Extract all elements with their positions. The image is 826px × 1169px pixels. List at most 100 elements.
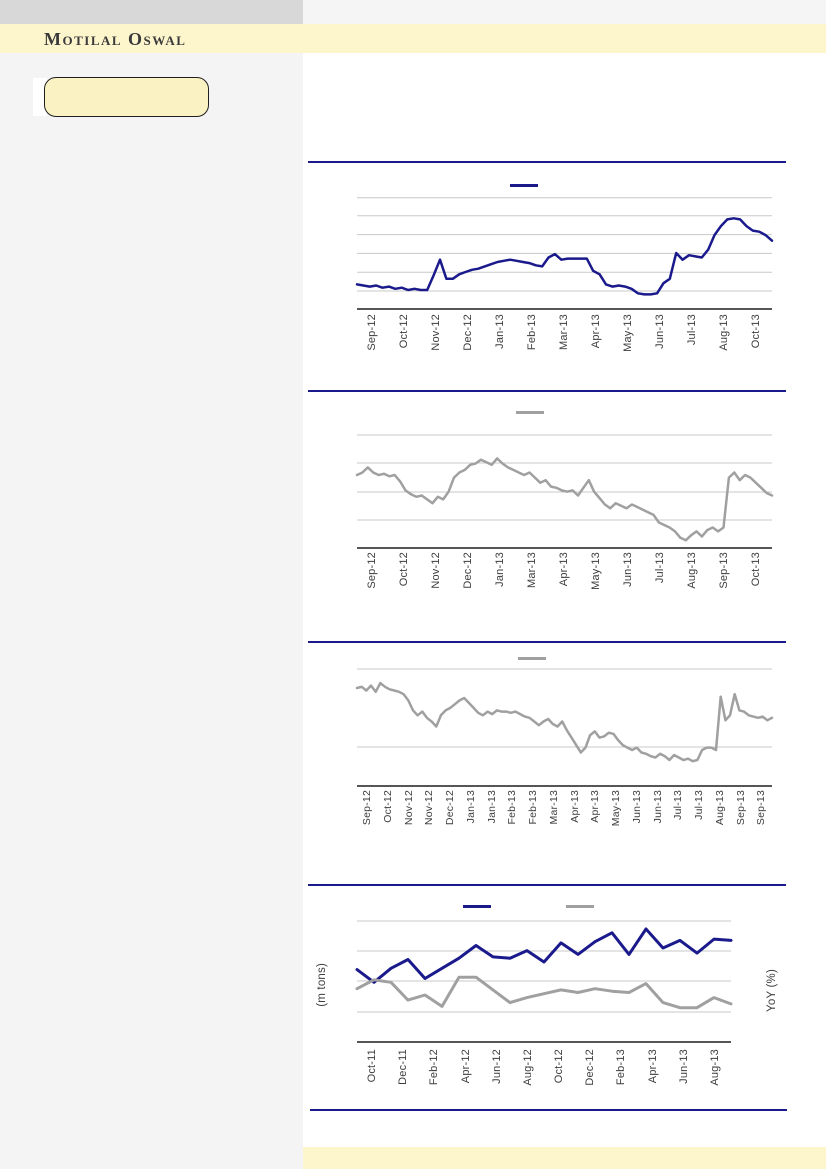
x-tick-label: Dec-12 bbox=[462, 314, 475, 351]
x-tick-cell: Aug-13 bbox=[708, 314, 740, 366]
x-axis-labels: Oct-11 Dec-11 Feb-12 Apr-12 Jun-12 Aug-12 Oct-… bbox=[357, 1049, 731, 1109]
x-tick-label: Jun-13 bbox=[630, 790, 643, 824]
x-tick-label: Sep-13 bbox=[734, 790, 747, 826]
highlight-box bbox=[44, 77, 209, 117]
x-tick-label: Aug-13 bbox=[685, 552, 698, 589]
legend-marker bbox=[518, 657, 546, 660]
x-tick-cell: Aug-13 bbox=[700, 1049, 731, 1109]
x-tick-label: Sep-13 bbox=[717, 552, 730, 589]
x-tick-cell: Sep-12 bbox=[357, 552, 389, 608]
x-tick-cell: Nov-12 bbox=[421, 314, 453, 366]
x-tick-label: Apr-12 bbox=[459, 1049, 472, 1084]
x-tick-cell: Apr-13 bbox=[565, 790, 586, 848]
x-tick-cell: Dec-12 bbox=[575, 1049, 606, 1109]
x-tick-cell: May-13 bbox=[580, 552, 612, 608]
x-tick-cell: Feb-13 bbox=[606, 1049, 637, 1109]
x-tick-cell: Mar-13 bbox=[549, 314, 581, 366]
x-tick-cell: Apr-13 bbox=[638, 1049, 669, 1109]
x-tick-cell: Dec-12 bbox=[440, 790, 461, 848]
x-tick-label: Jun-13 bbox=[651, 790, 664, 824]
x-tick-cell: Sep-13 bbox=[751, 790, 772, 848]
x-tick-cell: Jun-13 bbox=[648, 790, 669, 848]
highlight-box-backing bbox=[33, 78, 47, 116]
x-tick-cell: Nov-12 bbox=[421, 552, 453, 608]
x-tick-cell: Dec-11 bbox=[388, 1049, 419, 1109]
x-tick-label: Nov-12 bbox=[430, 552, 443, 589]
x-tick-cell: Dec-12 bbox=[453, 552, 485, 608]
x-tick-cell: Jun-13 bbox=[612, 552, 644, 608]
x-tick-label: Apr-13 bbox=[646, 1049, 659, 1084]
legend-marker bbox=[566, 905, 594, 908]
x-tick-label: Jul-13 bbox=[685, 314, 698, 346]
legend-marker bbox=[463, 905, 491, 908]
line-chart bbox=[355, 668, 774, 787]
x-tick-label: Oct-13 bbox=[749, 314, 762, 349]
x-tick-label: Mar-13 bbox=[526, 552, 539, 589]
x-tick-label: May-13 bbox=[610, 790, 623, 827]
x-tick-cell: Sep-12 bbox=[357, 314, 389, 366]
x-tick-label: Mar-13 bbox=[547, 790, 560, 825]
x-tick-label: Dec-12 bbox=[584, 1049, 597, 1086]
x-tick-cell: Feb-13 bbox=[502, 790, 523, 848]
section-divider bbox=[308, 884, 786, 886]
x-tick-label: Apr-13 bbox=[568, 790, 581, 823]
x-tick-label: Jul-13 bbox=[672, 790, 685, 820]
x-tick-label: Jul-13 bbox=[693, 790, 706, 820]
x-tick-cell: Jul-13 bbox=[676, 314, 708, 366]
x-tick-cell: Oct-11 bbox=[357, 1049, 388, 1109]
x-tick-cell: Jun-13 bbox=[644, 314, 676, 366]
x-tick-label: Dec-11 bbox=[397, 1049, 410, 1085]
x-tick-label: Jul-13 bbox=[653, 552, 666, 584]
x-tick-cell: Jan-13 bbox=[482, 790, 503, 848]
legend-marker bbox=[516, 411, 544, 414]
section-divider bbox=[308, 161, 786, 163]
x-axis-labels: Sep-12 Oct-12 Nov-12 Dec-12 Jan-13 Mar-13 Apr-… bbox=[357, 552, 772, 608]
y-axis-title-right-text: YoY (%) bbox=[766, 968, 779, 1012]
x-tick-cell: Jul-13 bbox=[668, 790, 689, 848]
x-tick-cell: Jul-13 bbox=[644, 552, 676, 608]
x-tick-cell: Jul-13 bbox=[689, 790, 710, 848]
legend-marker bbox=[510, 184, 538, 187]
x-tick-label: Feb-12 bbox=[428, 1049, 441, 1086]
x-tick-label: Sep-12 bbox=[366, 314, 379, 351]
x-tick-cell: Mar-13 bbox=[517, 552, 549, 608]
x-tick-label: Oct-12 bbox=[398, 552, 411, 587]
line-chart bbox=[355, 197, 774, 310]
x-tick-label: Oct-11 bbox=[366, 1049, 379, 1083]
x-tick-cell: Aug-13 bbox=[676, 552, 708, 608]
x-tick-label: Feb-13 bbox=[506, 790, 519, 825]
x-tick-cell: Sep-13 bbox=[731, 790, 752, 848]
x-tick-label: Aug-13 bbox=[713, 790, 726, 826]
x-axis-labels: Sep-12 Oct-12 Nov-12 Dec-12 Jan-13 Feb-13 Mar-… bbox=[357, 314, 772, 366]
x-tick-cell: Apr-13 bbox=[549, 552, 581, 608]
x-axis-labels: Sep-12 Oct-12 Nov-12 Nov-12 Dec-12 Jan-13 Jan-… bbox=[357, 790, 772, 848]
x-tick-label: Oct-12 bbox=[398, 314, 411, 349]
x-tick-cell: May-13 bbox=[612, 314, 644, 366]
x-tick-cell: Jan-13 bbox=[485, 552, 517, 608]
x-tick-label: Jan-13 bbox=[494, 314, 507, 349]
x-tick-cell: Apr-13 bbox=[580, 314, 612, 366]
section-divider bbox=[310, 1109, 787, 1111]
x-tick-label: Feb-13 bbox=[615, 1049, 628, 1086]
x-tick-cell: Apr-12 bbox=[451, 1049, 482, 1109]
x-tick-label: Jan-13 bbox=[464, 790, 477, 824]
x-tick-label: Aug-13 bbox=[708, 1049, 721, 1086]
x-tick-cell: Oct-12 bbox=[544, 1049, 575, 1109]
x-tick-cell: Dec-12 bbox=[453, 314, 485, 366]
y-axis-title-left: (m tons) bbox=[312, 930, 334, 1040]
x-tick-cell: Oct-12 bbox=[389, 314, 421, 366]
x-tick-cell: Jun-12 bbox=[482, 1049, 513, 1109]
x-tick-cell: Oct-12 bbox=[389, 552, 421, 608]
x-tick-label: Feb-13 bbox=[527, 790, 540, 825]
x-tick-cell: Feb-12 bbox=[419, 1049, 450, 1109]
brand-band: Motilal Oswal bbox=[0, 24, 826, 53]
section-divider bbox=[308, 641, 786, 643]
x-tick-label: Dec-12 bbox=[444, 790, 457, 826]
x-tick-cell: Jan-13 bbox=[485, 314, 517, 366]
x-tick-cell: Mar-13 bbox=[544, 790, 565, 848]
x-tick-label: Mar-13 bbox=[557, 314, 570, 351]
x-tick-cell: Jan-13 bbox=[461, 790, 482, 848]
x-tick-label: Jun-12 bbox=[490, 1049, 503, 1084]
x-tick-label: May-13 bbox=[589, 552, 602, 590]
x-tick-cell: Sep-13 bbox=[708, 552, 740, 608]
